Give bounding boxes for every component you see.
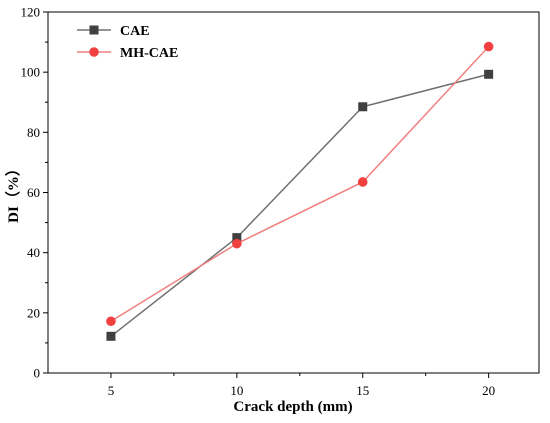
y-tick-label: 20: [27, 305, 40, 320]
x-tick-label: 15: [356, 383, 369, 398]
data-point-cae: [106, 331, 116, 341]
data-point-cae: [232, 233, 242, 243]
plot-frame: [47, 11, 540, 374]
series-line-mh-cae: [110, 46, 490, 322]
y-tick-label: 100: [21, 65, 41, 80]
x-axis: 5 10 15 20: [108, 373, 495, 398]
x-tick-label: 10: [230, 383, 243, 398]
y-tick-label: 120: [21, 5, 41, 20]
y-axis-title: DI（%）: [4, 161, 22, 223]
y-tick-label: 80: [27, 125, 40, 140]
y-tick-label: 0: [34, 366, 41, 381]
data-point-mh-cae: [106, 316, 116, 327]
data-point-cae: [358, 102, 368, 112]
series-layer: [106, 41, 494, 341]
legend-label-cae: CAE: [120, 24, 150, 39]
legend-marker-cae: [89, 25, 99, 35]
data-point-mh-cae: [232, 238, 242, 249]
legend-marker-mh-cae: [89, 47, 99, 57]
y-tick-label: 60: [27, 185, 40, 200]
data-point-mh-cae: [357, 177, 368, 187]
legend-label-mh-cae: MH-CAE: [120, 46, 178, 61]
x-axis-title: Crack depth (mm): [233, 399, 352, 415]
series-line-cae: [110, 73, 489, 337]
y-tick-label: 40: [27, 245, 40, 260]
data-point-cae: [484, 69, 494, 79]
x-tick-label: 20: [482, 383, 495, 398]
x-tick-label: 5: [108, 383, 115, 398]
legend: CAE MH-CAE: [77, 24, 178, 61]
y-axis: 0 20 40 60 80 100 120: [21, 5, 48, 381]
data-point-mh-cae: [483, 41, 494, 52]
